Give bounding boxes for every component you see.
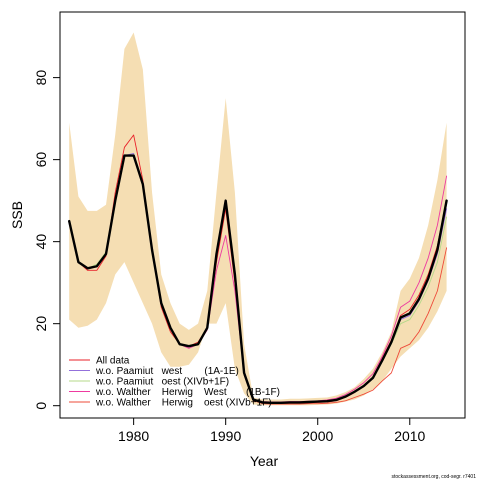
legend-label: All data (96, 356, 130, 367)
y-tick-label: 40 (33, 234, 49, 250)
confidence-band (69, 32, 447, 406)
x-tick-label: 2000 (302, 428, 333, 444)
legend-label: w.o. Paamiut oest (XIVb+1F) (95, 377, 229, 388)
x-tick-label: 2010 (394, 428, 425, 444)
main-estimate-line (67, 154, 448, 405)
plot-frame (59, 11, 466, 419)
y-tick-label: 80 (33, 70, 49, 86)
legend-label: w.o. Walther Herwig oest (XIVb+1F) (95, 398, 272, 409)
x-tick-label: 1990 (210, 428, 241, 444)
y-tick-label: 60 (33, 152, 49, 168)
legend-label: w.o. Paamiut west (1A-1E) (95, 366, 239, 377)
y-tick-label: 20 (33, 316, 49, 332)
credit-text: stockassessment.org, cod-segr. r7401 (392, 474, 477, 480)
confidence-band-layer (69, 32, 447, 406)
y-axis: 0 20 40 60 80 (33, 70, 60, 410)
y-axis-title: SSB (9, 201, 25, 229)
series-layer (67, 134, 448, 405)
y-tick-label: 0 (33, 402, 49, 410)
x-axis: 1980 1990 2000 2010 (118, 418, 426, 444)
x-tick-label: 1980 (118, 428, 149, 444)
x-axis-title: Year (250, 453, 279, 469)
legend-label: w.o. Walther Herwig West (1B-1F) (95, 387, 280, 398)
